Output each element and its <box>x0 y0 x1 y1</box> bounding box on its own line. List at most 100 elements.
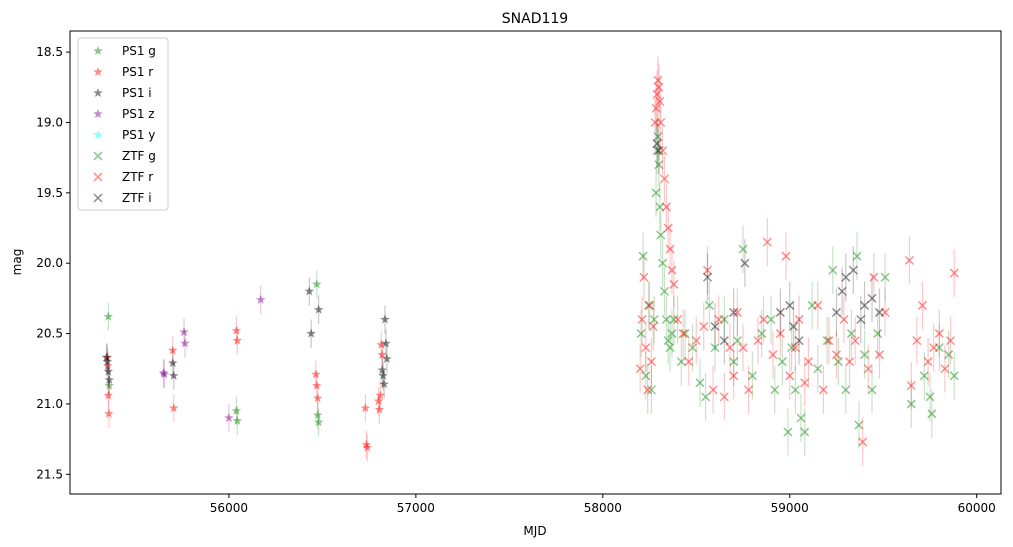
data-point <box>794 336 804 346</box>
legend-label: PS1 z <box>122 107 155 121</box>
data-point <box>168 358 178 368</box>
data-point <box>646 385 656 395</box>
legend-label: PS1 r <box>122 65 153 79</box>
data-point <box>803 357 813 367</box>
data-point <box>940 364 950 374</box>
data-point <box>636 329 646 339</box>
data-point <box>648 322 658 332</box>
data-point <box>785 371 795 381</box>
data-point <box>845 357 855 367</box>
legend-marker <box>93 46 103 56</box>
data-point <box>646 357 656 367</box>
data-point <box>654 82 664 92</box>
data-point <box>852 251 862 261</box>
data-point <box>232 415 243 425</box>
data-point <box>837 286 847 296</box>
data-point <box>934 329 944 339</box>
data-point <box>304 286 315 296</box>
data-point <box>800 427 810 437</box>
data-point <box>375 390 386 400</box>
y-tick-label: 19.0 <box>36 115 63 129</box>
data-point <box>362 442 372 452</box>
data-point <box>719 392 729 402</box>
series-ps1-r <box>102 316 387 462</box>
data-point <box>655 96 665 106</box>
data-point <box>663 223 673 233</box>
data-point <box>732 307 742 317</box>
y-axis: 18.5 19.0 19.5 20.0 20.5 21.0 21.5 <box>36 45 70 481</box>
data-point <box>833 357 843 367</box>
x-tick-label: 60000 <box>958 501 996 515</box>
legend-entry: ZTF i <box>93 191 152 205</box>
data-point <box>699 322 709 332</box>
data-point <box>704 300 714 310</box>
data-point <box>655 202 665 212</box>
data-point <box>665 343 675 353</box>
data-point <box>639 272 649 282</box>
data-point <box>381 338 391 348</box>
data-point <box>380 314 390 324</box>
data-point <box>759 314 769 325</box>
data-layer <box>101 56 959 466</box>
data-point <box>753 336 763 346</box>
data-point <box>949 268 959 278</box>
data-point <box>738 244 748 254</box>
series-ps1-g <box>103 270 324 437</box>
chart-title: SNAD119 <box>502 11 568 27</box>
data-point <box>649 314 659 325</box>
plot-frame <box>69 30 1002 495</box>
data-point <box>651 188 661 198</box>
legend-entry: PS1 z <box>93 107 155 121</box>
data-point <box>103 390 114 400</box>
data-point <box>313 417 324 427</box>
data-point <box>665 244 675 254</box>
data-point <box>714 314 724 325</box>
data-point <box>824 336 834 346</box>
data-point <box>775 307 785 317</box>
legend: PS1 g PS1 r PS1 i PS1 z PS1 y ZTF g ZTF r ZTF i <box>77 37 169 211</box>
data-point <box>775 329 785 339</box>
data-point <box>788 322 799 332</box>
data-point <box>841 272 851 282</box>
data-point <box>667 265 677 275</box>
data-point <box>777 357 787 367</box>
data-point <box>652 146 662 156</box>
data-point <box>158 367 169 378</box>
data-point <box>663 336 673 346</box>
data-point <box>794 314 804 325</box>
data-point <box>917 300 928 310</box>
data-point <box>102 356 113 366</box>
data-point <box>906 399 916 409</box>
x-tick-label: 57000 <box>397 501 435 515</box>
data-point <box>740 258 750 268</box>
data-point <box>312 393 323 403</box>
data-point <box>306 328 316 338</box>
data-point <box>645 300 655 310</box>
y-tick-label: 18.5 <box>36 45 63 59</box>
data-point <box>103 360 113 370</box>
legend-marker <box>93 151 103 161</box>
legend-entry: PS1 r <box>93 65 153 79</box>
data-point <box>813 364 823 374</box>
data-point <box>858 437 868 447</box>
data-point <box>661 314 671 325</box>
data-point <box>651 103 661 113</box>
data-point <box>732 336 742 346</box>
data-point <box>652 139 662 149</box>
data-point <box>874 350 885 360</box>
data-point <box>641 343 651 353</box>
data-point <box>382 353 392 363</box>
data-point <box>644 300 654 310</box>
data-point <box>637 314 647 325</box>
data-point <box>863 364 873 374</box>
data-point <box>695 378 705 388</box>
data-point <box>104 380 115 390</box>
series-ps1-z <box>158 285 266 433</box>
data-point <box>654 146 664 156</box>
data-point <box>311 369 321 379</box>
data-point <box>813 300 823 310</box>
data-point <box>103 366 114 376</box>
data-point <box>768 350 778 360</box>
data-point <box>919 371 929 381</box>
data-point <box>757 329 767 339</box>
